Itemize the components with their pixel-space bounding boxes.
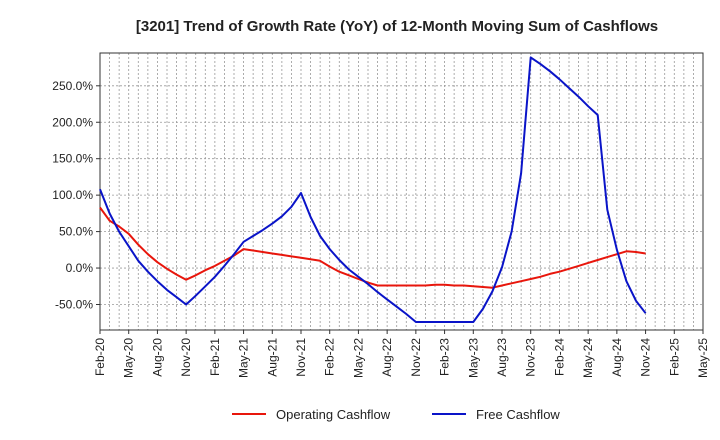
x-tick-label: May-22 — [351, 338, 365, 378]
y-tick-label: 50.0% — [59, 225, 93, 239]
x-tick-label: Feb-23 — [438, 338, 452, 376]
x-tick-label: Aug-24 — [610, 338, 624, 377]
plot-frame — [99, 52, 704, 331]
y-tick-label: 150.0% — [52, 152, 93, 166]
x-tick-label: Feb-20 — [93, 338, 107, 376]
y-tick-label: 250.0% — [52, 79, 93, 93]
series-lines — [99, 56, 647, 323]
x-tick-label: Nov-23 — [524, 338, 538, 377]
y-tick-label: -50.0% — [55, 297, 93, 311]
x-tick-label: Nov-24 — [639, 338, 653, 377]
x-tick-label: Nov-22 — [409, 338, 423, 377]
x-tick-label: Nov-21 — [294, 338, 308, 377]
x-tick-label: Aug-23 — [495, 338, 509, 377]
legend-label-free-cashflow: Free Cashflow — [476, 407, 560, 422]
y-tick-label: 200.0% — [52, 115, 93, 129]
legend-label-operating-cashflow: Operating Cashflow — [276, 407, 391, 422]
series-line-free-cashflow — [99, 56, 647, 323]
x-tick-label: Feb-21 — [208, 338, 222, 376]
x-tick-label: May-23 — [466, 338, 480, 378]
y-tick-label: 100.0% — [52, 188, 93, 202]
x-tick-label: Aug-21 — [265, 338, 279, 377]
series-line-operating-cashflow — [99, 206, 646, 289]
x-tick-label: Feb-24 — [552, 338, 566, 376]
legend: Operating Cashflow Free Cashflow — [232, 407, 560, 422]
y-tick-label: 0.0% — [66, 261, 94, 275]
y-axis: -50.0% 0.0% 50.0% 100.0% 150.0% 200.0% 250.0% — [52, 79, 100, 311]
x-tick-label: Aug-22 — [380, 338, 394, 377]
chart-title: [3201] Trend of Growth Rate (YoY) of 12-… — [136, 18, 658, 35]
x-tick-label: Nov-20 — [179, 338, 193, 377]
x-axis: Feb-20 May-20 Aug-20 Nov-20 Feb-21 May-21 Aug-… — [93, 330, 710, 378]
grid-lines — [99, 53, 704, 330]
x-tick-label: Feb-22 — [323, 338, 337, 376]
x-tick-label: May-20 — [122, 338, 136, 378]
x-tick-label: May-25 — [696, 338, 710, 378]
x-tick-label: May-21 — [237, 338, 251, 378]
x-tick-label: May-24 — [581, 338, 595, 378]
x-tick-label: Aug-20 — [150, 338, 164, 377]
x-tick-label: Feb-25 — [667, 338, 681, 376]
